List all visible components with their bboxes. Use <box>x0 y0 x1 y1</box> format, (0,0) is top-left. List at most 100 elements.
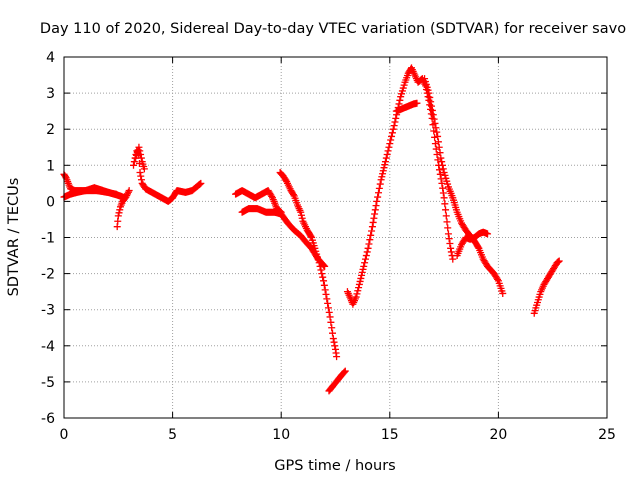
y-tick-label: -1 <box>41 231 55 247</box>
data-point <box>268 192 276 200</box>
data-point <box>370 214 378 222</box>
data-point <box>371 210 379 218</box>
data-point <box>327 318 335 326</box>
x-tick-label: 25 <box>598 427 616 443</box>
y-tick-labels: -6 -5 -4 -3 -2 -1 0 1 2 3 4 <box>41 50 55 427</box>
data-point <box>326 313 334 321</box>
data-point <box>122 193 130 201</box>
data-point <box>320 277 328 285</box>
data-point <box>379 170 387 178</box>
data-point <box>384 147 392 155</box>
data-point <box>390 122 398 130</box>
data-point <box>340 368 348 376</box>
data-point <box>426 93 434 101</box>
data-points <box>60 64 563 395</box>
data-point <box>435 166 443 174</box>
data-point <box>124 188 132 196</box>
data-point <box>137 172 145 180</box>
data-point <box>437 154 445 162</box>
data-point <box>320 261 328 269</box>
data-point <box>137 154 145 162</box>
series-arc-2 <box>60 170 123 200</box>
data-point <box>124 190 132 198</box>
data-point <box>377 176 385 184</box>
series-arc-5 <box>132 143 148 173</box>
data-point <box>341 367 349 375</box>
data-point <box>425 89 433 97</box>
data-point <box>431 133 439 141</box>
data-point <box>449 255 457 263</box>
data-point <box>444 230 452 238</box>
data-point <box>413 99 421 107</box>
data-point <box>114 212 122 220</box>
data-point <box>378 173 386 181</box>
data-point <box>289 191 297 199</box>
data-point <box>318 270 326 278</box>
data-point <box>424 93 432 101</box>
data-point <box>372 202 380 210</box>
plot-frame <box>63 56 608 419</box>
data-point <box>381 158 389 166</box>
data-point <box>494 275 502 283</box>
data-point <box>374 193 382 201</box>
data-point <box>328 324 336 332</box>
data-point <box>135 143 143 151</box>
data-point <box>319 273 327 281</box>
data-point <box>368 227 376 235</box>
data-point <box>137 176 145 184</box>
data-point <box>130 158 138 166</box>
data-point <box>389 125 397 133</box>
x-tick-label: 20 <box>489 427 507 443</box>
data-point <box>375 189 383 197</box>
data-point <box>358 268 366 276</box>
data-point <box>430 115 438 123</box>
data-point <box>439 189 447 197</box>
data-point <box>429 111 437 119</box>
data-point <box>440 194 448 202</box>
data-point <box>484 230 492 238</box>
data-point <box>354 287 362 295</box>
data-point <box>324 304 332 312</box>
data-point <box>360 262 368 270</box>
data-point <box>385 143 393 151</box>
series-arc-13 <box>453 228 492 260</box>
data-point <box>361 255 369 263</box>
x-tick-label: 10 <box>272 427 290 443</box>
data-point <box>320 281 328 289</box>
data-point <box>444 224 452 232</box>
data-point <box>369 218 377 226</box>
data-point <box>315 259 323 267</box>
data-point <box>442 206 450 214</box>
data-point <box>436 170 444 178</box>
data-point <box>381 161 389 169</box>
data-point <box>446 240 454 248</box>
data-point <box>447 244 455 252</box>
y-tick-label: -3 <box>41 303 55 319</box>
y-tick-label: 0 <box>46 194 55 210</box>
series-arc-14 <box>530 257 563 317</box>
data-point <box>380 164 388 172</box>
x-tick-label: 15 <box>381 427 399 443</box>
data-point <box>297 208 305 216</box>
data-point <box>379 167 387 175</box>
data-point <box>322 290 330 298</box>
series-arc-11 <box>392 99 421 115</box>
data-point <box>439 184 447 192</box>
data-point <box>298 214 306 222</box>
data-point <box>130 161 138 169</box>
data-point <box>433 128 441 136</box>
data-point <box>325 308 333 316</box>
data-point <box>363 248 371 256</box>
data-point <box>436 149 444 157</box>
data-point <box>136 169 144 177</box>
data-point <box>474 243 482 251</box>
data-point <box>331 342 339 350</box>
x-tick-labels: 0 5 10 15 20 25 <box>60 427 616 443</box>
grid-lines <box>64 57 607 418</box>
y-tick-label: 2 <box>46 122 55 138</box>
data-point <box>61 173 69 181</box>
data-point <box>367 231 375 239</box>
data-point <box>388 129 396 137</box>
data-point <box>428 106 436 114</box>
data-point <box>356 277 364 285</box>
